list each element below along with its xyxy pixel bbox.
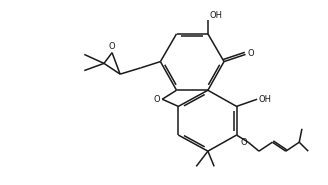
Text: O: O [154, 95, 160, 104]
Text: OH: OH [258, 95, 271, 104]
Text: O: O [247, 49, 254, 58]
Text: OH: OH [209, 11, 222, 19]
Text: O: O [109, 42, 115, 51]
Text: O: O [241, 138, 247, 147]
